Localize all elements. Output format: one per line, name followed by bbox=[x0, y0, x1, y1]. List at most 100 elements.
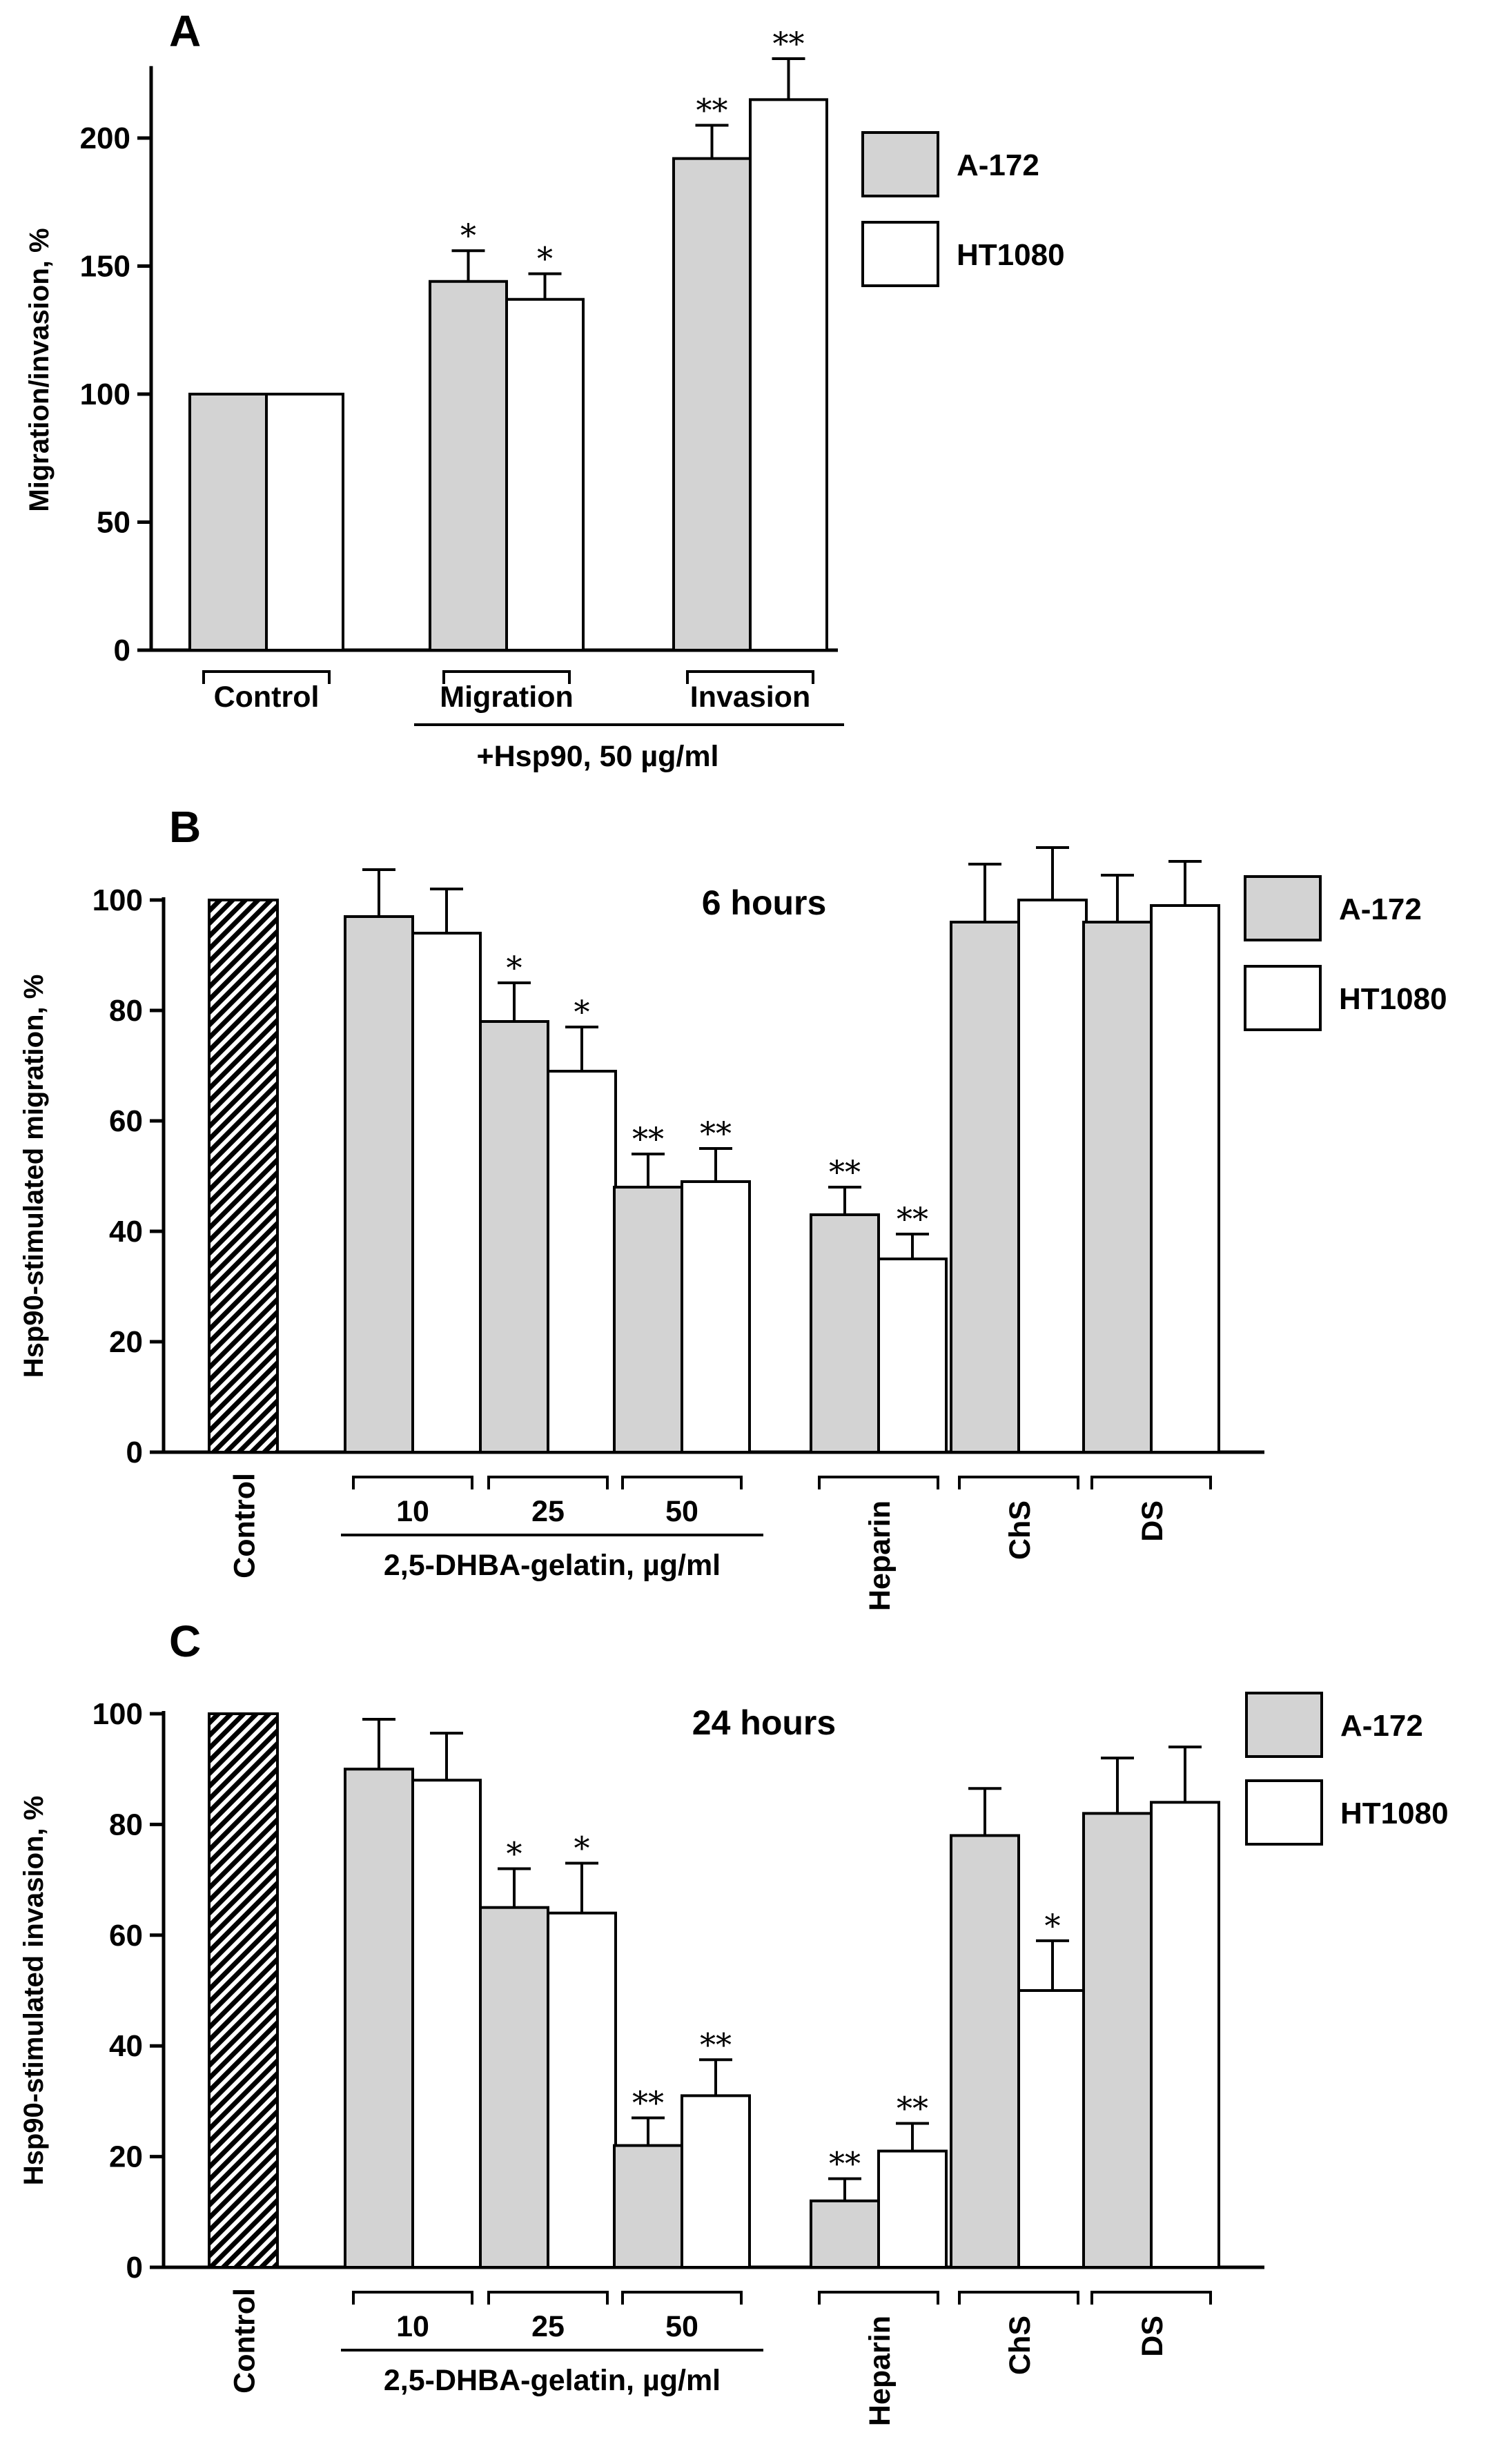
panel-letter-b: B bbox=[169, 802, 201, 852]
category-bracket bbox=[686, 670, 814, 684]
bar-heparin-ht1080-significance: ** bbox=[897, 2089, 928, 2126]
panel-b: B Hsp90-stimulated migration, % 6 hours 0 20… bbox=[19, 802, 1447, 1611]
category-bracket bbox=[818, 1476, 939, 1489]
bar-50-a172 bbox=[613, 1186, 683, 1454]
category-bracket bbox=[352, 2291, 473, 2305]
category-label-heparin: Heparin bbox=[863, 1500, 897, 1611]
legend-swatch-a172 bbox=[1244, 875, 1322, 941]
bar-25-a172-significance: * bbox=[507, 1835, 522, 1873]
bar-control-ht1080 bbox=[265, 393, 344, 652]
category-label-50: 50 bbox=[665, 1495, 698, 1528]
category-label-25: 25 bbox=[531, 2310, 565, 2343]
y-tick-label: 60 bbox=[109, 1919, 143, 1953]
bar-50-ht1080-significance: ** bbox=[700, 1115, 732, 1152]
bar-chs-a172 bbox=[950, 921, 1020, 1454]
category-bracket bbox=[202, 670, 331, 684]
y-tick-label: 0 bbox=[114, 634, 130, 667]
legend-label-ht1080: HT1080 bbox=[1339, 982, 1447, 1016]
group-label: 2,5-DHBA-gelatin, µg/ml bbox=[384, 2364, 721, 2397]
category-bracket bbox=[621, 2291, 743, 2305]
bar-invasion-ht1080 bbox=[749, 98, 828, 652]
y-tick-label: 20 bbox=[109, 1325, 143, 1359]
bar-50-a172 bbox=[613, 2144, 683, 2269]
legend-label-a172: A-172 bbox=[1339, 892, 1422, 926]
category-bracket bbox=[487, 2291, 609, 2305]
panel-letter-c: C bbox=[169, 1616, 201, 1666]
bar-ds-a172 bbox=[1082, 921, 1153, 1454]
bar-heparin-a172-significance: ** bbox=[829, 1153, 861, 1191]
bar-heparin-ht1080 bbox=[877, 1258, 948, 1454]
category-bracket bbox=[958, 2291, 1079, 2305]
bar-chs-ht1080 bbox=[1017, 1989, 1088, 2269]
bar-10-a172 bbox=[344, 1768, 414, 2269]
category-label-migration: Migration bbox=[440, 681, 573, 714]
y-tick-label: 100 bbox=[92, 883, 143, 917]
legend-swatch-a172 bbox=[861, 131, 939, 197]
bar-25-ht1080-significance: * bbox=[574, 993, 590, 1030]
y-tick-label: 20 bbox=[109, 2140, 143, 2174]
category-label-control: Control bbox=[228, 1473, 262, 1578]
category-bracket bbox=[442, 670, 571, 684]
legend-label-a172: A-172 bbox=[957, 148, 1039, 182]
bar-migration-a172 bbox=[429, 280, 508, 652]
bar-25-a172-significance: * bbox=[507, 949, 522, 986]
category-label-50: 50 bbox=[665, 2310, 698, 2343]
bar-control bbox=[208, 1712, 279, 2269]
legend-swatch-ht1080 bbox=[861, 221, 939, 287]
y-tick-label: 80 bbox=[109, 994, 143, 1028]
bar-50-ht1080 bbox=[681, 1180, 751, 1454]
y-tick-label: 80 bbox=[109, 1808, 143, 1841]
bar-migration-ht1080 bbox=[505, 297, 585, 652]
bar-chs-a172 bbox=[950, 1834, 1020, 2269]
category-label-25: 25 bbox=[531, 1495, 565, 1528]
bar-50-a172-significance: ** bbox=[632, 1120, 664, 1157]
bar-invasion-ht1080-significance: ** bbox=[773, 25, 805, 62]
category-bracket bbox=[958, 1476, 1079, 1489]
bar-50-ht1080 bbox=[681, 2094, 751, 2269]
group-label: 2,5-DHBA-gelatin, µg/ml bbox=[384, 1549, 721, 1582]
bar-ds-ht1080 bbox=[1150, 1801, 1220, 2269]
legend-swatch-a172 bbox=[1245, 1692, 1323, 1758]
bar-invasion-a172 bbox=[672, 157, 752, 652]
legend-label-a172: A-172 bbox=[1340, 1709, 1423, 1743]
category-label-control: Control bbox=[214, 681, 320, 714]
bar-heparin-ht1080-significance: ** bbox=[897, 1200, 928, 1238]
bar-invasion-a172-significance: ** bbox=[696, 91, 728, 128]
bar-heparin-a172-significance: ** bbox=[829, 2145, 861, 2182]
panel-title: 6 hours bbox=[702, 883, 827, 922]
y-tick-label: 0 bbox=[126, 2251, 143, 2285]
bar-ds-a172 bbox=[1082, 1812, 1153, 2269]
bar-control-a172 bbox=[188, 393, 268, 652]
category-bracket bbox=[487, 1476, 609, 1489]
category-bracket bbox=[621, 1476, 743, 1489]
bar-10-ht1080 bbox=[411, 932, 482, 1454]
bar-migration-a172-significance: * bbox=[460, 217, 476, 254]
category-label-ds: DS bbox=[1136, 1500, 1169, 1542]
bar-50-a172-significance: ** bbox=[632, 2084, 664, 2121]
bar-heparin-a172 bbox=[810, 1213, 880, 1454]
bar-10-ht1080 bbox=[411, 1779, 482, 2269]
category-bracket bbox=[818, 2291, 939, 2305]
bar-25-ht1080 bbox=[547, 1070, 617, 1454]
bar-chs-ht1080-significance: * bbox=[1045, 1907, 1061, 1944]
panel-a: A Migration/invasion, % 0 50 100 150 200 Contro… bbox=[24, 6, 1065, 773]
category-label-10: 10 bbox=[396, 2310, 429, 2343]
group-label: +Hsp90, 50 µg/ml bbox=[476, 740, 718, 773]
category-label-10: 10 bbox=[396, 1495, 429, 1528]
category-bracket bbox=[1090, 2291, 1212, 2305]
bar-25-ht1080 bbox=[547, 1911, 617, 2269]
bar-50-ht1080-significance: ** bbox=[700, 2026, 732, 2063]
bar-25-a172 bbox=[479, 1906, 549, 2269]
bar-migration-ht1080-significance: * bbox=[537, 240, 553, 277]
panel-letter-a: A bbox=[169, 6, 201, 56]
y-tick-label: 100 bbox=[92, 1697, 143, 1731]
category-label-heparin: Heparin bbox=[863, 2316, 897, 2426]
y-axis-label: Hsp90-stimulated invasion, % bbox=[19, 1796, 49, 2186]
category-label-control: Control bbox=[228, 2288, 262, 2394]
panel-title: 24 hours bbox=[692, 1703, 836, 1742]
bar-chs-ht1080 bbox=[1017, 899, 1088, 1454]
category-bracket bbox=[1090, 1476, 1212, 1489]
legend-label-ht1080: HT1080 bbox=[957, 238, 1065, 272]
y-tick-label: 100 bbox=[80, 378, 130, 411]
